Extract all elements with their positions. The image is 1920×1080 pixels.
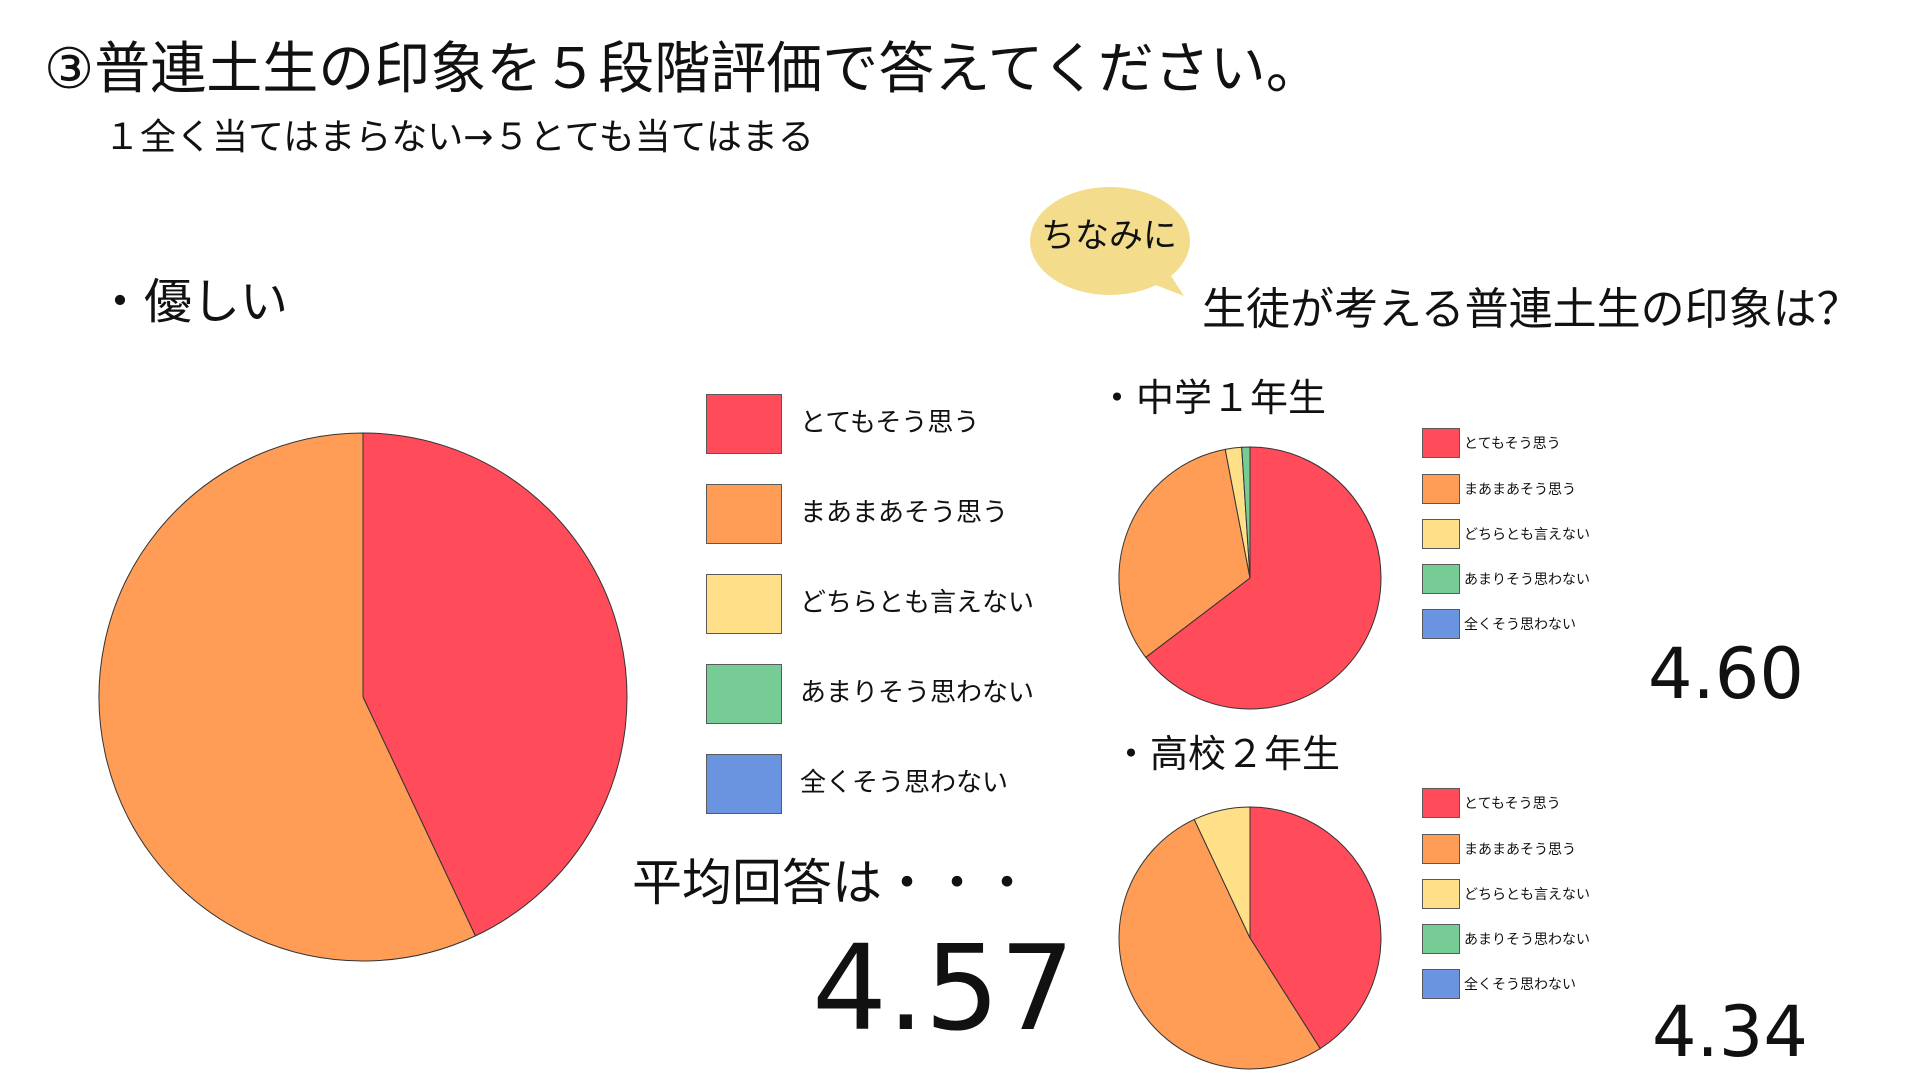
pie-slice <box>1193 806 1251 939</box>
page-title: ③普連土生の印象を５段階評価で答えてください。 <box>44 37 1322 102</box>
page-subtitle: １全く当てはまらない→５とても当てはまる <box>104 117 814 158</box>
legend-swatch <box>1422 564 1460 594</box>
pie-slice <box>1241 446 1251 579</box>
average-value-jh1: 4.60 <box>1648 633 1804 715</box>
side-heading: 生徒が考える普連土生の印象は？ <box>1202 284 1861 335</box>
pie-chart-hs2 <box>1118 806 1382 1070</box>
average-value: 4.57 <box>812 919 1075 1057</box>
speech-bubble-shape <box>1030 187 1190 296</box>
pie-slice <box>362 432 628 937</box>
pie-chart-overall <box>98 432 628 962</box>
legend-swatch <box>1422 924 1460 954</box>
legend-label: とてもそう思う <box>1464 436 1561 452</box>
item-label: ・優しい <box>96 274 289 330</box>
legend-label: あまりそう思わない <box>1464 572 1590 588</box>
group-label-jh1: ・中学１年生 <box>1098 376 1327 420</box>
group-label-hs2: ・高校２年生 <box>1112 732 1341 776</box>
pie-chart-jh1 <box>1118 446 1382 710</box>
legend-swatch <box>706 394 782 454</box>
legend-label: まあまあそう思う <box>1464 842 1576 858</box>
legend-label: あまりそう思わない <box>1464 932 1590 948</box>
speech-bubble-text: ちなみに <box>1041 216 1177 256</box>
legend-swatch <box>1422 834 1460 864</box>
pie-slice <box>1118 818 1321 1070</box>
average-value-hs2: 4.34 <box>1652 991 1808 1073</box>
legend-swatch <box>1422 428 1460 458</box>
legend-swatch <box>1422 609 1460 639</box>
legend-label: 全くそう思わない <box>1464 977 1576 993</box>
legend-swatch <box>706 484 782 544</box>
legend-label: どちらとも言えない <box>1464 887 1590 903</box>
pie-slice <box>1249 806 1382 1050</box>
pie-slice <box>98 432 477 962</box>
legend-label: どちらとも言えない <box>800 588 1035 618</box>
legend-swatch <box>1422 969 1460 999</box>
legend-label: まあまあそう思う <box>1464 482 1576 498</box>
legend-label: とてもそう思う <box>800 408 980 438</box>
pie-slice <box>1145 446 1382 710</box>
legend-label: とてもそう思う <box>1464 796 1561 812</box>
speech-bubble: ちなみに <box>1028 184 1204 296</box>
legend-swatch <box>1422 474 1460 504</box>
legend-swatch <box>1422 788 1460 818</box>
legend-label: 全くそう思わない <box>1464 617 1576 633</box>
pie-slice <box>1118 448 1251 659</box>
legend-label: まあまあそう思う <box>800 498 1009 528</box>
legend-label: どちらとも言えない <box>1464 527 1590 543</box>
legend-swatch <box>1422 519 1460 549</box>
average-label: 平均回答は・・・ <box>632 854 1032 912</box>
legend-swatch <box>706 574 782 634</box>
legend-label: 全くそう思わない <box>800 768 1009 798</box>
legend-swatch <box>706 664 782 724</box>
legend-swatch <box>706 754 782 814</box>
legend-swatch <box>1422 879 1460 909</box>
legend-label: あまりそう思わない <box>800 678 1035 708</box>
